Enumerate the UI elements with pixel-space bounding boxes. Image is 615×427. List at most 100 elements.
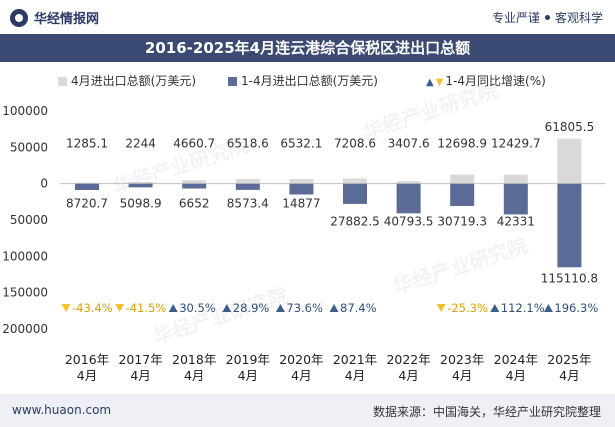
data-label-growth: 87.4% <box>340 301 377 315</box>
bar-monthly <box>289 178 314 184</box>
data-label-monthly: 7208.6 <box>334 137 376 151</box>
growth-up-marker <box>168 304 178 312</box>
data-label-monthly: 61805.5 <box>545 120 595 134</box>
bar-cumulative <box>557 183 582 268</box>
data-label-monthly: 4660.7 <box>173 137 215 151</box>
bar-cumulative <box>75 183 99 191</box>
legend-item-growth[interactable]: ▲ ▼ 1-4月同比增速(%) <box>426 72 546 89</box>
x-tick-label-year: 2022年 <box>386 352 430 367</box>
data-label-growth: 28.9% <box>233 301 270 315</box>
top-bar: 华经情报网 专业严谨 客观科学 <box>0 0 615 36</box>
bar-monthly <box>557 138 582 184</box>
bar-cumulative <box>289 183 314 195</box>
data-label-monthly: 2244 <box>125 137 156 151</box>
growth-down-marker <box>61 304 71 312</box>
footer: www.huaon.com 数据来源：中国海关，华经产业研究院整理 <box>0 394 615 427</box>
x-tick-label-month: 4月 <box>291 368 311 383</box>
x-tick-label-year: 2019年 <box>226 352 270 367</box>
bar-cumulative <box>450 183 475 206</box>
legend: 4月进出口总额(万美元) 1-4月进出口总额(万美元) ▲ ▼ 1-4月同比增速(%… <box>0 68 615 92</box>
x-tick-label-year: 2020年 <box>279 352 323 367</box>
bar-monthly <box>343 178 367 184</box>
x-tick-label-month: 4月 <box>238 368 258 383</box>
growth-up-marker <box>329 304 339 312</box>
data-label-growth: 112.1% <box>501 301 545 315</box>
y-tick-label: 0 <box>40 177 48 191</box>
data-label-cumulative: 42331 <box>497 215 535 229</box>
tagline: 专业严谨 客观科学 <box>492 9 603 26</box>
data-label-monthly: 6518.6 <box>227 137 269 151</box>
bar-monthly <box>503 174 528 184</box>
x-tick-label-month: 4月 <box>559 368 579 383</box>
data-label-growth: -25.3% <box>447 301 488 315</box>
x-tick-label-month: 4月 <box>452 368 472 383</box>
y-tick-label: 150000 <box>2 286 48 300</box>
y-tick-label: 50000 <box>10 213 48 227</box>
data-label-cumulative: 14877 <box>282 197 320 211</box>
data-label-monthly: 12698.9 <box>437 137 487 151</box>
footer-source: 数据来源：中国海关，华经产业研究院整理 <box>372 405 601 419</box>
y-tick-label: 100000 <box>2 104 48 118</box>
x-tick-label-year: 2023年 <box>440 352 484 367</box>
x-tick-label-year: 2024年 <box>494 352 538 367</box>
tagline-left: 专业严谨 <box>491 11 540 25</box>
data-label-cumulative: 40793.5 <box>384 215 434 229</box>
data-label-growth: 30.5% <box>179 301 216 315</box>
x-tick-label-month: 4月 <box>184 368 204 383</box>
data-label-growth: 196.3% <box>554 301 598 315</box>
growth-up-marker <box>275 304 285 312</box>
growth-up-marker <box>490 304 500 312</box>
legend-item-monthly[interactable]: 4月进出口总额(万美元) <box>58 72 196 89</box>
bar-cumulative <box>182 183 207 189</box>
bar-monthly <box>75 182 99 184</box>
growth-down-marker <box>436 304 446 312</box>
data-label-cumulative: 5098.9 <box>120 197 162 211</box>
data-label-monthly: 12429.7 <box>491 137 541 151</box>
bar-monthly <box>128 182 153 184</box>
data-label-growth: -43.4% <box>72 301 113 315</box>
triangle-down-icon: ▼ <box>435 77 444 88</box>
data-label-cumulative: 6652 <box>179 197 210 211</box>
bar-monthly <box>396 181 421 184</box>
brand-name: 华经情报网 <box>34 12 100 27</box>
x-tick-label-month: 4月 <box>130 368 150 383</box>
brand-logo-icon <box>10 9 28 27</box>
tagline-right: 客观科学 <box>554 11 603 25</box>
bar-cumulative <box>343 183 367 204</box>
data-label-growth: 73.6% <box>286 301 323 315</box>
x-tick-label-year: 2018年 <box>172 352 216 367</box>
data-label-cumulative: 27882.5 <box>330 215 380 229</box>
legend-item-cumulative[interactable]: 1-4月进出口总额(万美元) <box>228 72 378 89</box>
bar-cumulative <box>235 183 260 190</box>
data-label-cumulative: 8720.7 <box>66 197 108 211</box>
y-tick-label: 200000 <box>2 322 48 336</box>
legend-swatch-dark <box>228 77 237 86</box>
data-label-growth: -41.5% <box>126 301 167 315</box>
chart-title: 2016-2025年4月连云港综合保税区进出口总额 <box>144 39 471 57</box>
bar-monthly <box>182 180 207 184</box>
legend-label-growth: 1-4月同比增速(%) <box>445 74 546 88</box>
bar-monthly <box>235 178 260 184</box>
x-tick-label-year: 2016年 <box>65 352 109 367</box>
x-tick-label-month: 4月 <box>506 368 526 383</box>
x-tick-label-month: 4月 <box>398 368 418 383</box>
bar-monthly <box>450 174 475 184</box>
footer-website[interactable]: www.huaon.com <box>12 403 112 417</box>
bullet-icon <box>544 15 550 20</box>
chart-plot: 100000 50000 0 50000 100000 150000 200000 1285.… <box>2 104 605 383</box>
data-label-monthly: 3407.6 <box>388 137 430 151</box>
data-label-cumulative: 8573.4 <box>227 197 269 211</box>
data-label-monthly: 1285.1 <box>66 137 108 151</box>
x-tick-label-month: 4月 <box>345 368 365 383</box>
x-tick-label-year: 2021年 <box>333 352 377 367</box>
legend-label-monthly: 4月进出口总额(万美元) <box>71 74 196 88</box>
x-tick-label-year: 2025年 <box>547 352 591 367</box>
brand[interactable]: 华经情报网 <box>10 8 99 27</box>
triangle-up-icon: ▲ <box>426 77 434 88</box>
bar-cumulative <box>503 183 528 215</box>
bar-cumulative <box>396 183 421 214</box>
growth-up-marker <box>222 304 232 312</box>
x-tick-label-month: 4月 <box>77 368 97 383</box>
data-label-monthly: 6532.1 <box>280 137 322 151</box>
